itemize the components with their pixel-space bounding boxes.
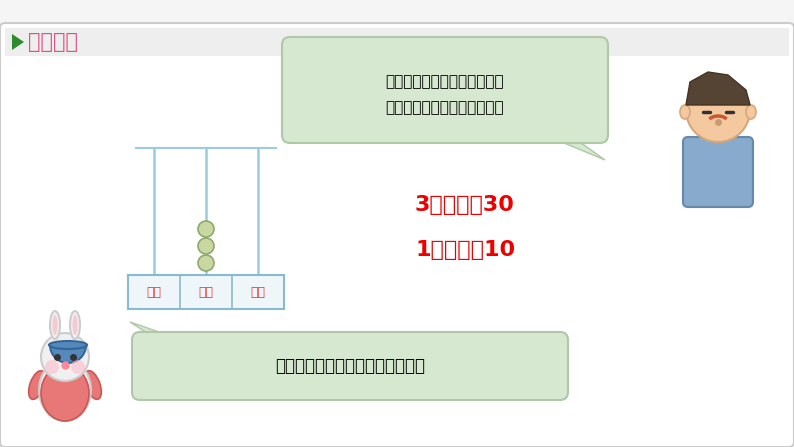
- Circle shape: [198, 238, 214, 254]
- Polygon shape: [545, 135, 605, 160]
- Text: 明白啦！十位上的数表示几个: 明白啦！十位上的数表示几个: [386, 75, 504, 89]
- Wedge shape: [50, 345, 86, 363]
- Text: 百位: 百位: [147, 286, 161, 299]
- Ellipse shape: [39, 359, 91, 421]
- Ellipse shape: [746, 105, 756, 119]
- Circle shape: [45, 360, 59, 374]
- Text: 新知探究: 新知探究: [28, 32, 78, 52]
- Polygon shape: [130, 322, 182, 340]
- FancyBboxPatch shape: [282, 37, 608, 143]
- Circle shape: [71, 360, 85, 374]
- FancyBboxPatch shape: [5, 28, 789, 56]
- Text: 1个十，是10: 1个十，是10: [415, 240, 515, 260]
- Ellipse shape: [41, 365, 89, 421]
- Text: 个位: 个位: [250, 286, 265, 299]
- Text: 十位上有几个珠子就表示几个十。: 十位上有几个珠子就表示几个十。: [275, 357, 425, 375]
- Circle shape: [198, 255, 214, 271]
- Ellipse shape: [49, 341, 87, 349]
- Ellipse shape: [50, 311, 60, 339]
- Circle shape: [41, 333, 89, 381]
- Text: 十位: 十位: [198, 286, 214, 299]
- FancyBboxPatch shape: [128, 275, 284, 309]
- Text: 3个十，是30: 3个十，是30: [415, 195, 515, 215]
- Circle shape: [686, 78, 750, 142]
- Circle shape: [198, 221, 214, 237]
- FancyBboxPatch shape: [683, 137, 753, 207]
- Text: 十，个位上的数表示几个一。: 十，个位上的数表示几个一。: [386, 101, 504, 115]
- FancyBboxPatch shape: [132, 332, 568, 400]
- Polygon shape: [12, 34, 24, 50]
- Ellipse shape: [29, 371, 45, 399]
- Ellipse shape: [680, 105, 690, 119]
- FancyBboxPatch shape: [0, 23, 794, 447]
- Ellipse shape: [72, 315, 78, 335]
- Ellipse shape: [52, 315, 57, 335]
- Ellipse shape: [85, 371, 102, 399]
- Ellipse shape: [70, 311, 80, 339]
- Polygon shape: [686, 72, 750, 105]
